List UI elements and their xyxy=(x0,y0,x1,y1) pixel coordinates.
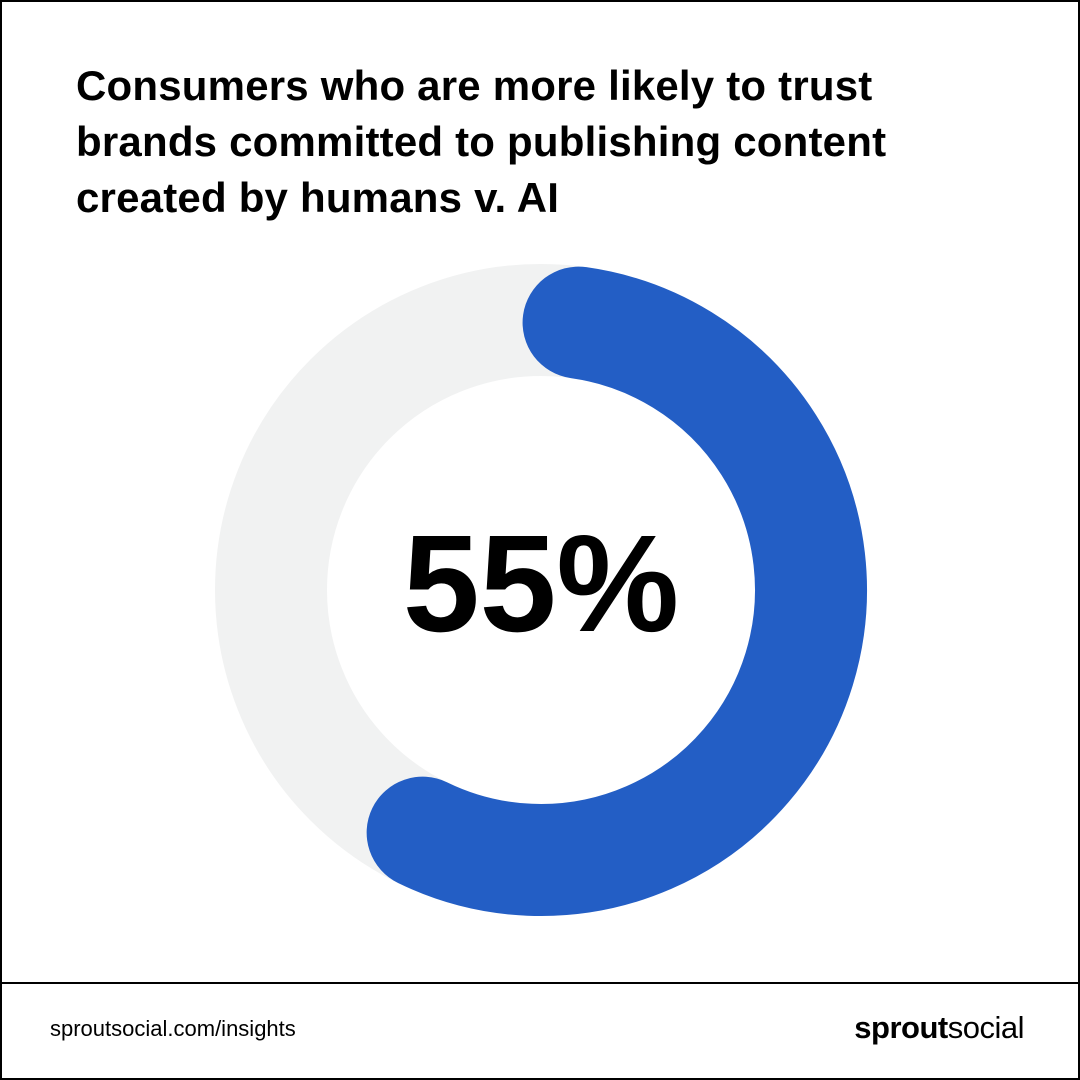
donut-value-arc xyxy=(366,266,867,916)
footer-divider xyxy=(2,982,1078,984)
brand-logo-primary: sprout xyxy=(854,1010,948,1045)
brand-logo: sproutsocial xyxy=(854,1010,1024,1046)
center-value-label: 55% xyxy=(403,507,679,661)
chart-title: Consumers who are more likely to trust b… xyxy=(76,62,887,221)
footer-url: sproutsocial.com/insights xyxy=(50,1016,296,1041)
brand-logo-secondary: social xyxy=(947,1010,1025,1045)
donut-chart: 55% xyxy=(215,264,867,916)
